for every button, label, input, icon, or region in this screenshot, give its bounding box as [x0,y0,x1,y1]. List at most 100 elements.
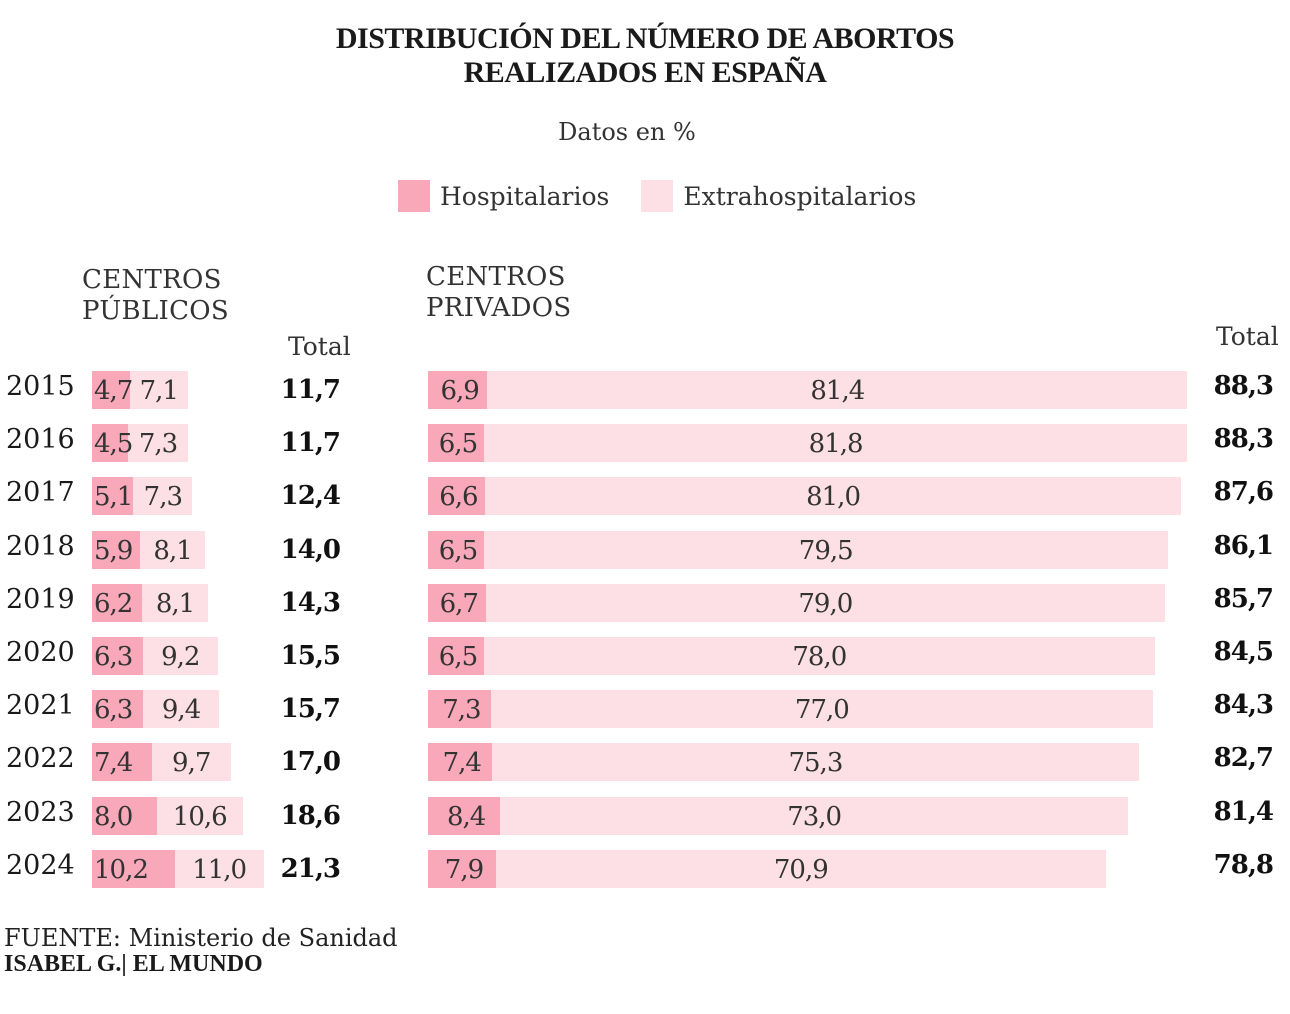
public-label-hospitalarios: 6,2 [94,588,133,619]
year-label: 2020 [6,637,75,668]
public-bar-extrahospitalarios [156,796,243,835]
public-label-extrahospitalarios: 7,1 [139,376,179,406]
private-total-value: 88,3 [1213,371,1274,401]
public-label-hospitalarios: 4,7 [94,376,133,406]
public-label-hospitalarios: 6,3 [94,695,133,726]
public-label-extrahospitalarios: 7,3 [143,482,183,513]
public-bar-hospitalarios [92,743,152,782]
public-total-value: 12,4 [280,481,341,512]
private-bar-hospitalarios [428,477,485,516]
private-total-value: 88,3 [1213,424,1274,455]
year-label: 2018 [6,530,75,562]
public-header-line1: CENTROS [82,265,222,295]
private-total-value: 87,6 [1213,477,1274,508]
public-label-extrahospitalarios: 8,1 [153,535,192,566]
credit-outlet: EL MUNDO [132,951,263,977]
public-total-value: 17,0 [280,747,341,778]
year-label: 2024 [6,849,75,881]
legend-label-extrahospitalarios: Extrahospitalarios [683,181,917,211]
private-total-value: 84,5 [1213,637,1274,667]
public-total-value: 14,0 [280,534,341,565]
public-label-extrahospitalarios: 9,7 [172,748,211,779]
private-label-hospitalarios: 6,5 [438,535,478,566]
public-bar-extrahospitalarios [143,637,218,675]
private-total-value: 78,8 [1213,849,1274,880]
public-total-value: 18,6 [280,800,341,831]
private-bar-hospitalarios [428,637,484,675]
year-label: 2023 [6,796,75,828]
private-label-extrahospitalarios: 81,8 [808,429,864,460]
private-header-line1: CENTROS [426,262,566,292]
private-label-extrahospitalarios: 70,9 [773,854,829,885]
legend-swatch-extrahospitalarios [641,180,674,212]
private-panel-header: CENTROS PRIVADOS [426,262,572,324]
legend-label-hospitalarios: Hospitalarios [440,181,610,211]
credit-author: ISABEL G. [4,951,122,977]
public-label-hospitalarios: 4,5 [94,429,133,460]
source-note: FUENTE: Ministerio de Sanidad [4,924,398,952]
public-bar-hospitalarios [92,849,175,888]
public-bar-hospitalarios [92,690,144,729]
public-bar-hospitalarios [92,424,129,463]
private-bar-extrahospitalarios [483,637,1155,675]
public-total-value: 15,7 [280,694,341,725]
public-bar-extrahospitalarios [142,583,208,622]
private-bar-extrahospitalarios [483,424,1188,463]
public-label-extrahospitalarios: 9,2 [161,642,200,672]
legend-item-hospitalarios: Hospitalarios [398,180,609,212]
year-label: 2019 [6,583,75,615]
public-label-hospitalarios: 8,0 [94,801,133,832]
public-header-line2: PÚBLICOS [82,296,230,326]
private-bar-extrahospitalarios [484,477,1182,516]
public-total-value: 15,5 [280,641,341,671]
legend-item-extrahospitalarios: Extrahospitalarios [641,180,916,212]
year-label: 2022 [6,743,75,775]
private-label-extrahospitalarios: 78,0 [792,642,847,672]
public-bar-hospitalarios [92,796,157,835]
private-bar-hospitalarios [428,583,486,622]
chart-title-line1: DISTRIBUCIÓN DEL NÚMERO DE ABORTOS [335,22,955,55]
public-label-extrahospitalarios: 8,1 [155,588,195,619]
year-label: 2016 [6,424,75,456]
public-bar-hospitalarios [92,637,144,675]
public-bar-hospitalarios [92,583,143,622]
year-label: 2017 [6,477,75,509]
chart-title: DISTRIBUCIÓN DEL NÚMERO DE ABORTOS REALI… [0,22,1290,90]
public-label-extrahospitalarios: 11,0 [192,854,247,885]
public-total-header: Total [288,332,351,361]
private-label-hospitalarios: 6,7 [439,588,479,619]
private-label-hospitalarios: 6,5 [438,429,478,460]
private-bar-hospitalarios [428,796,501,835]
private-bar-extrahospitalarios [500,796,1129,835]
private-label-hospitalarios: 6,9 [440,376,479,406]
private-label-hospitalarios: 7,3 [442,695,481,726]
private-label-hospitalarios: 7,9 [444,854,484,885]
source-label: FUENTE: [4,924,122,952]
private-label-extrahospitalarios: 81,4 [810,376,865,406]
private-label-hospitalarios: 6,6 [439,482,478,513]
public-label-extrahospitalarios: 7,3 [138,429,178,460]
private-bar-hospitalarios [428,371,488,409]
private-label-extrahospitalarios: 77,0 [794,695,850,726]
public-bar-extrahospitalarios [133,477,193,516]
private-bar-extrahospitalarios [491,743,1140,782]
public-total-value: 11,7 [280,428,341,459]
private-bar-extrahospitalarios [490,690,1153,729]
credit: ISABEL G.| EL MUNDO [4,951,263,978]
private-bar-hospitalarios [428,849,496,888]
private-header-line2: PRIVADOS [426,293,572,323]
public-bar-extrahospitalarios [128,424,188,463]
public-total-value: 14,3 [280,587,341,618]
private-bar-extrahospitalarios [487,371,1188,409]
private-bar-hospitalarios [428,743,492,782]
private-bar-extrahospitalarios [495,849,1106,888]
public-total-value: 11,7 [280,375,341,405]
chart-subtitle: Datos en % [558,118,696,146]
public-label-hospitalarios: 5,1 [94,482,133,513]
private-total-header: Total [1216,322,1279,351]
source-value: Ministerio de Sanidad [128,924,398,952]
private-label-extrahospitalarios: 81,0 [806,482,861,513]
private-bar-hospitalarios [428,530,484,569]
private-label-extrahospitalarios: 79,0 [798,588,853,619]
public-total-value: 21,3 [280,853,341,884]
